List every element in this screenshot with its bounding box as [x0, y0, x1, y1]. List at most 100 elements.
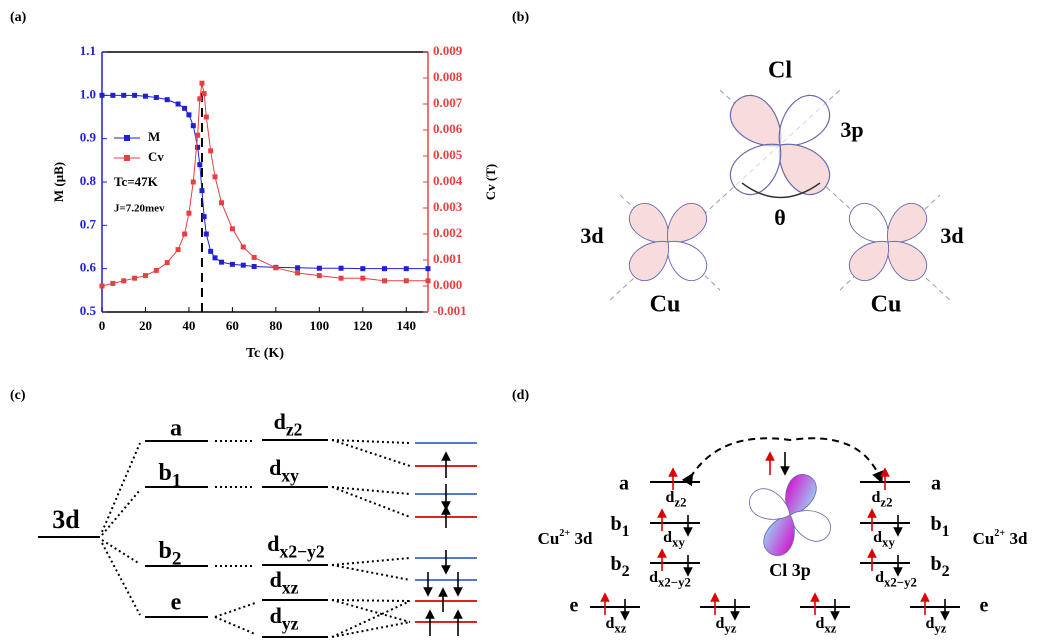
label-main: Cu	[973, 529, 995, 548]
label-main: d	[606, 615, 615, 632]
data-point	[403, 278, 409, 284]
label-main: b	[930, 553, 941, 575]
label: dx2−y2	[875, 569, 917, 590]
data-point	[382, 278, 388, 284]
data-point	[403, 266, 409, 272]
data-point	[212, 255, 218, 261]
data-point	[195, 132, 201, 138]
label-sub: xz	[824, 622, 836, 636]
axis-line	[609, 89, 841, 301]
data-point	[182, 105, 188, 111]
annotation: Tc=47K	[114, 174, 159, 189]
label: b2	[159, 538, 182, 570]
data-point	[186, 112, 192, 118]
label-sub: 1	[172, 471, 182, 492]
label: 3d	[940, 223, 963, 248]
label-main: d	[649, 569, 658, 586]
exchange-diagram	[590, 437, 960, 621]
label-main: d	[873, 529, 882, 546]
label-sub: xz	[614, 622, 626, 636]
label-sub: x2−y2	[884, 576, 917, 590]
data-point	[203, 231, 209, 237]
label: dxy	[663, 529, 685, 550]
connector	[331, 439, 411, 638]
x-tick-label: 120	[353, 318, 373, 333]
data-point	[219, 259, 225, 265]
angle-arc	[741, 182, 821, 199]
y2-tick-label: 0.008	[433, 69, 463, 84]
label: e	[171, 590, 182, 616]
data-point	[153, 267, 159, 273]
data-point	[212, 174, 218, 180]
data-point	[201, 214, 207, 220]
legend-marker	[124, 135, 130, 141]
label-main: Cu	[538, 529, 560, 548]
x-tick-label: 80	[269, 318, 282, 333]
label-sub: xy	[672, 536, 685, 550]
label: dxz	[270, 567, 299, 598]
panel-label: (b)	[512, 10, 529, 25]
panel-label: (c)	[10, 388, 26, 403]
label: dxy	[269, 455, 299, 486]
label-main: d	[270, 603, 282, 628]
x-tick-label: 60	[226, 318, 239, 333]
x-tick-label: 100	[310, 318, 330, 333]
label: dxz	[606, 615, 627, 636]
connector	[101, 440, 256, 635]
y2-tick-label: 0.009	[433, 43, 463, 58]
label-main: b	[930, 513, 941, 535]
data-point	[208, 248, 214, 254]
label: dxy	[873, 529, 895, 550]
y-tick-label: 1.1	[80, 43, 96, 58]
label-main: d	[872, 489, 881, 506]
data-point	[142, 273, 148, 279]
y-tick-label: 0.6	[80, 260, 97, 275]
x-tick-label: 140	[397, 318, 417, 333]
legend-marker	[124, 155, 130, 161]
cl-orbital	[744, 469, 836, 561]
y2-tick-label: 0.006	[433, 121, 463, 136]
y-tick-label: 0.9	[80, 130, 97, 145]
data-point	[199, 188, 205, 194]
label: dx2−y2	[649, 569, 691, 590]
y2-tick-label: 0.004	[433, 173, 463, 188]
label: dyz	[716, 615, 737, 636]
label-sub: z2	[880, 496, 892, 510]
label-main: d	[274, 409, 286, 434]
data-point	[360, 266, 366, 272]
panel-label: (d)	[512, 388, 529, 403]
label: b1	[610, 513, 629, 540]
label-sub: xy	[882, 536, 895, 550]
x-tick-label: 0	[99, 318, 106, 333]
chart: 0 20 40 60 80 100 120 140 0.5 0.6 0.7 0.8 0.9 1.0 1.1 -…	[51, 43, 498, 361]
label-sup: 2+	[559, 528, 570, 539]
data-point	[199, 80, 205, 86]
label-main: d	[666, 489, 675, 506]
axis-line	[719, 89, 951, 301]
label: a	[619, 473, 629, 495]
data-point	[295, 270, 301, 276]
data-point	[240, 262, 246, 268]
label-sub: yz	[282, 614, 299, 634]
data-point	[175, 247, 181, 253]
label-main: d	[926, 615, 935, 632]
data-point	[251, 254, 257, 260]
label: b1	[930, 513, 949, 540]
data-point	[425, 266, 431, 272]
data-point	[251, 264, 257, 269]
label: Cu	[650, 292, 681, 318]
hopping-arrow	[681, 437, 884, 487]
label: dz2	[666, 489, 687, 510]
label-main: d	[816, 615, 825, 632]
label-main: d	[269, 455, 281, 480]
data-point	[110, 92, 116, 98]
data-point	[201, 91, 207, 97]
data-point	[186, 210, 192, 216]
label: e	[570, 595, 579, 617]
data-point	[219, 200, 225, 206]
data-point	[175, 101, 181, 107]
cu-orbital	[842, 196, 934, 288]
y2-axis-title: Cv (T)	[483, 164, 498, 200]
data-point	[197, 96, 203, 102]
label-sub: x2−y2	[280, 542, 325, 562]
